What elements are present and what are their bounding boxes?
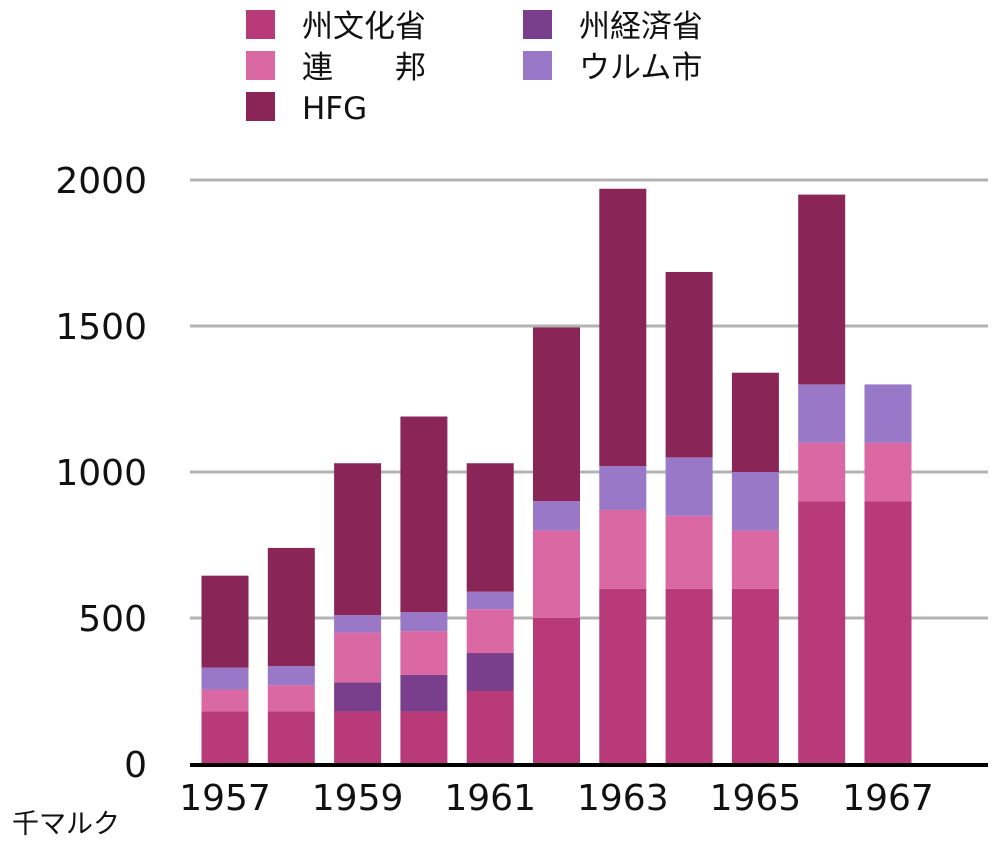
bar-segment [731, 530, 779, 589]
legend-swatch [246, 10, 275, 39]
legend-label: 州経済省 [579, 9, 703, 45]
bar-stack-1958 [267, 547, 315, 764]
bar-segment [798, 194, 846, 385]
bar-stack-1962 [533, 327, 580, 764]
bar-stack-1959 [334, 463, 382, 764]
bar-stack-1960 [400, 416, 448, 764]
bar-segment [864, 501, 912, 764]
legend-label: HFG [302, 91, 367, 127]
y-tick-label: 0 [124, 745, 147, 786]
bar-segment [334, 632, 382, 683]
legend-label: 州文化省 [302, 9, 426, 45]
legend-item: HFG [246, 91, 367, 127]
bar-segment [731, 472, 779, 531]
bar-segment [267, 666, 315, 686]
bar-segment [731, 588, 779, 764]
bar-segment [533, 327, 580, 502]
bar-segment [334, 711, 382, 764]
bar-stack-1957 [201, 575, 249, 764]
legend-swatch [246, 51, 275, 80]
bar-segment [267, 711, 315, 764]
bar-stack-1967 [864, 384, 912, 764]
y-tick-labels: 0 500 1000 1500 2000 [55, 161, 147, 786]
bar-segment [665, 457, 713, 516]
bar-segment [466, 609, 514, 654]
bar-segment [267, 685, 315, 712]
bar-segment [599, 466, 647, 510]
bar-segment [864, 442, 912, 502]
bar-segment [466, 691, 514, 764]
bar-segment [400, 612, 448, 632]
x-tick-label: 1961 [444, 778, 536, 819]
bar-segment [466, 463, 514, 592]
bar-segment [665, 515, 713, 589]
bar-segment [731, 372, 779, 472]
bar-stack-1964 [665, 271, 713, 764]
bar-segment [533, 530, 580, 618]
bar-segment [864, 384, 912, 443]
bar-segment [599, 188, 647, 467]
y-tick-label: 500 [78, 599, 147, 640]
bar-segment [201, 689, 249, 712]
bar-stack-1966 [798, 194, 846, 764]
bar-segment [466, 591, 514, 610]
bar-segment [798, 384, 846, 443]
x-tick-labels: 1957 1959 1961 1963 1965 1967 [179, 778, 934, 819]
legend-item: 州文化省 [246, 9, 426, 45]
legend-label: 連 邦 [302, 50, 426, 86]
bar-segment [400, 711, 448, 764]
bar-segment [334, 615, 382, 633]
bar-segment [533, 618, 580, 764]
bar-segment [533, 501, 580, 531]
bar-segment [334, 463, 382, 616]
x-tick-label: 1959 [312, 778, 404, 819]
bar-segment [334, 682, 382, 712]
bar-segment [201, 711, 249, 764]
bar-segment [201, 667, 249, 690]
y-tick-label: 2000 [55, 161, 147, 202]
x-tick-label: 1967 [842, 778, 934, 819]
bar-segment [400, 674, 448, 712]
y-axis-unit-label: 千マルク [12, 809, 120, 840]
bar-segment [665, 271, 713, 458]
bar-stack-1963 [599, 188, 647, 764]
bar-stack-1965 [731, 372, 779, 764]
bar-segment [201, 575, 249, 668]
legend-swatch [523, 51, 552, 80]
legend-item: 州経済省 [523, 9, 703, 45]
x-tick-label: 1957 [179, 778, 271, 819]
bar-segment [400, 631, 448, 675]
x-tick-label: 1963 [577, 778, 669, 819]
bar-stack-1961 [466, 463, 514, 764]
bar-segment [267, 547, 315, 667]
bar-segment [798, 442, 846, 502]
legend-swatch [246, 92, 275, 121]
bar-segment [599, 509, 647, 589]
bar-segment [599, 588, 647, 764]
y-tick-label: 1500 [55, 307, 147, 348]
legend-swatch [523, 10, 552, 39]
grid-layer [190, 178, 988, 620]
y-tick-label: 1000 [55, 453, 147, 494]
bar-segment [466, 653, 514, 691]
x-tick-label: 1965 [710, 778, 802, 819]
bar-segment [665, 588, 713, 764]
bar-segment [798, 501, 846, 764]
legend-label: ウルム市 [579, 50, 702, 86]
legend-item: ウルム市 [523, 50, 702, 86]
bar-layer [201, 188, 912, 764]
legend-item: 連 邦 [246, 50, 426, 86]
bar-segment [400, 416, 448, 613]
